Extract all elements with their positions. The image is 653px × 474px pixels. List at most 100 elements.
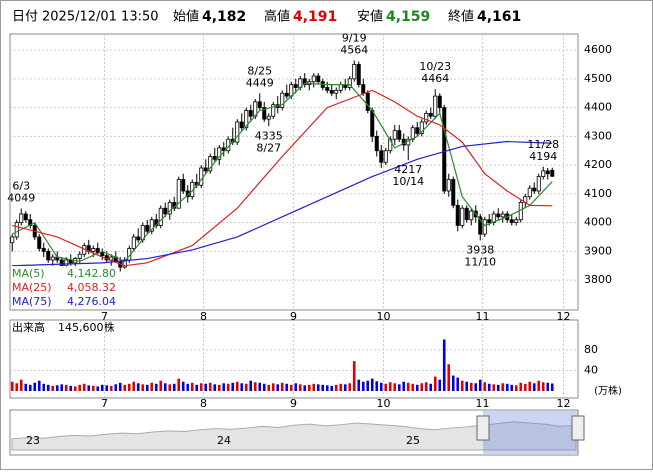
candle-body [280, 92, 285, 108]
candle-body [235, 121, 240, 143]
volume-bar [496, 384, 500, 391]
volume-bar [231, 382, 235, 391]
annotation-date: 8/25 [247, 65, 272, 78]
date: 2025/12/01 13:50 [42, 10, 159, 25]
annotation-date: 10/23 [419, 60, 451, 73]
candle-body [122, 259, 127, 268]
volume-bar [19, 379, 23, 391]
candle-body [14, 222, 19, 238]
candle-body [316, 75, 321, 83]
candle-body [383, 150, 388, 163]
volume-bar [379, 382, 383, 391]
volume-bar [249, 380, 253, 391]
y-tick-label: 4100 [584, 187, 612, 200]
candle-body [311, 75, 316, 83]
candle-body [37, 236, 42, 249]
volume-bar [195, 384, 199, 391]
volume-bar [330, 385, 334, 391]
volume-bar [294, 383, 298, 391]
candle-body [379, 150, 384, 163]
volume-bar [258, 382, 262, 391]
volume-bar [114, 384, 118, 391]
candle-body [50, 256, 55, 261]
y-tick-label: 4300 [584, 129, 612, 142]
volume-bar [456, 377, 460, 391]
volume-bar [262, 383, 266, 391]
y-tick-label: 3900 [584, 244, 612, 257]
y-tick-label: 4200 [584, 158, 612, 171]
volume-bar [424, 382, 428, 391]
volume-bar [64, 384, 68, 391]
close: 4,161 [477, 9, 521, 25]
candle-body [496, 213, 501, 218]
ma-line [11, 82, 553, 263]
volume-bar [24, 383, 28, 391]
high-label: 高値 [264, 9, 290, 25]
candle-body [19, 213, 24, 224]
candle-body [415, 127, 420, 134]
annotation-value: 4335 [255, 129, 283, 142]
candle-body [419, 121, 424, 134]
high: 4,191 [293, 9, 337, 25]
candle-body [325, 87, 330, 91]
x-tick-label: 10 [377, 310, 391, 323]
volume-bar [415, 384, 419, 391]
volume-bar [528, 381, 532, 391]
candle-body [149, 219, 154, 232]
annotation-value: 4449 [246, 77, 274, 90]
candle-body [64, 259, 69, 267]
volume-bar [420, 383, 424, 391]
candle-body [41, 248, 46, 252]
navigator-window [483, 411, 578, 454]
candle-body [433, 95, 438, 117]
volume-bar [510, 384, 514, 391]
volume-bar [298, 384, 302, 391]
x-tick-label: 11 [476, 397, 490, 410]
legend-value: 4,058.32 [67, 281, 116, 294]
x-tick-label: 11 [476, 310, 490, 323]
volume-bar [537, 380, 541, 391]
volume-bar [118, 382, 122, 391]
ma-line [12, 140, 553, 267]
candle-body [271, 104, 276, 117]
volume-bar [186, 383, 190, 391]
volume-bar [343, 384, 347, 391]
candle-body [487, 219, 492, 224]
volume-bar [172, 383, 176, 391]
candle-body [244, 110, 249, 129]
volume-bar [37, 380, 41, 391]
candle-body [181, 179, 186, 192]
volume-bar [429, 383, 433, 391]
candle-body [239, 121, 244, 129]
volume-bar [289, 384, 293, 391]
candle-body [131, 236, 136, 249]
volume-bar [469, 382, 473, 391]
volume-label: 出来高 [12, 320, 45, 334]
volume-bar [357, 379, 361, 391]
x-tick-label: 12 [557, 397, 571, 410]
low-label: 安値 [357, 9, 383, 25]
annotation-date: 8/27 [256, 141, 281, 154]
volume-bar [366, 380, 370, 391]
legend-box [11, 266, 117, 309]
volume-bar [15, 383, 19, 391]
volume-bar [154, 383, 158, 391]
volume-bar [388, 382, 392, 391]
volume-bar [334, 384, 338, 391]
volume-bar [505, 383, 509, 391]
candle-body [23, 213, 28, 221]
candle-body [424, 112, 429, 123]
navigator-handle[interactable] [571, 415, 585, 441]
volume-bar [541, 382, 545, 391]
annotation-value: 4564 [340, 43, 368, 56]
candle-body [59, 259, 64, 267]
navigator-handle[interactable] [476, 415, 490, 441]
volume-bar [28, 384, 32, 391]
candle-body [329, 89, 334, 94]
candle-body [163, 207, 168, 215]
volume-bar [208, 382, 212, 391]
volume-bar [325, 385, 329, 391]
volume-bar [141, 384, 145, 391]
candle-body [10, 236, 15, 244]
